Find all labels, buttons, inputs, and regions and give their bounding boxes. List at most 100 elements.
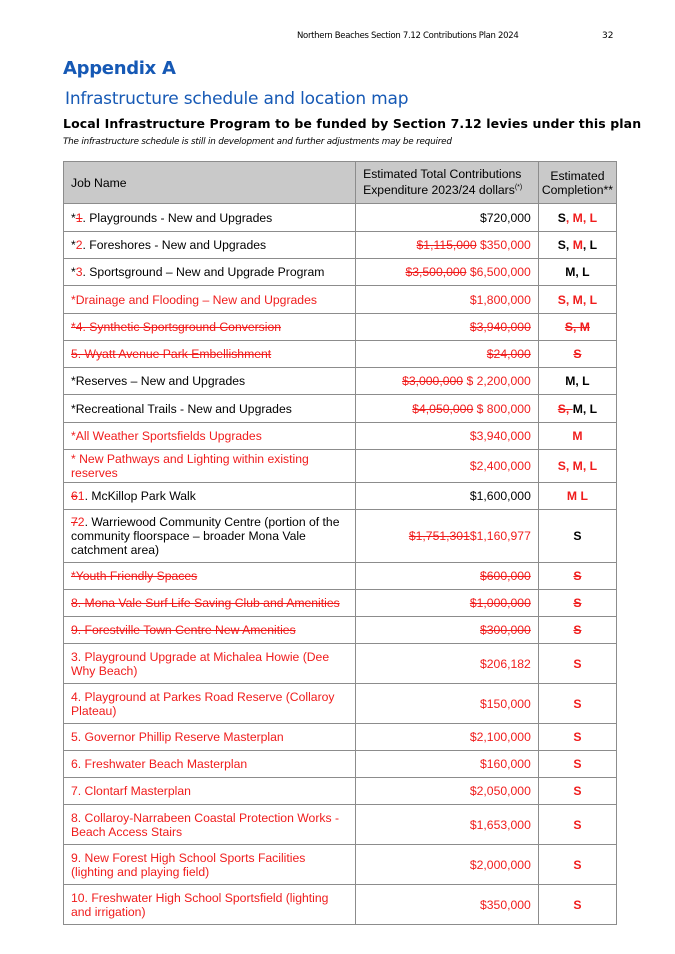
completion-cell: S <box>537 884 618 925</box>
table-row: 6. Freshwater Beach Masterplan $160,000 S <box>62 750 618 778</box>
table-row: *1. Playgrounds - New and Upgrades $720,0… <box>62 203 618 232</box>
inserted-text: 3. Playground Upgrade at Michalea Howie … <box>71 649 330 678</box>
text: * <box>71 238 76 252</box>
deleted-text: $4,050,000 <box>412 401 474 416</box>
inserted-text: S <box>573 817 582 832</box>
deleted-text: 5. Wyatt Avenue Park Embellishment <box>71 347 272 361</box>
table-row: 10. Freshwater High School Sportsfield (… <box>62 884 618 925</box>
deleted-text: $1,000,000 <box>469 596 531 610</box>
deleted-text: 6 <box>71 489 78 503</box>
inserted-text: $2,000,000 <box>469 857 531 872</box>
text: S, <box>557 238 573 252</box>
job-name-cell: 8. Mona Vale Surf Life Saving Club and A… <box>62 589 357 617</box>
section-title: Infrastructure schedule and location map <box>65 89 409 109</box>
deleted-text: $1,751,301 <box>408 529 470 543</box>
deleted-text: *Youth Friendly Spaces <box>71 569 198 583</box>
inserted-text: $ 2,200,000 <box>463 374 531 388</box>
text: . Foreshores - New and Upgrades <box>82 238 267 252</box>
table-row: *All Weather Sportsfields Upgrades $3,940… <box>62 422 618 450</box>
inserted-text: *Drainage and Flooding – New and Upgrade… <box>71 292 317 307</box>
table-row: 72. Warriewood Community Centre (portion… <box>62 509 618 563</box>
header-expenditure-label: Estimated Total Contributions Expenditur… <box>363 167 522 198</box>
page-number: 32 <box>602 31 614 41</box>
deleted-text: 9. Forestville Town Centre New Amenities <box>71 623 296 637</box>
completion-cell: M, L <box>537 258 618 286</box>
inserted-text: $1,800,000 <box>469 292 531 307</box>
job-name-cell: *Recreational Trails - New and Upgrades <box>62 394 357 423</box>
inserted-text: $3,940,000 <box>469 429 531 443</box>
expenditure-cell: $1,800,000 <box>355 285 539 314</box>
deleted-text: S <box>573 569 582 583</box>
deleted-text: S, <box>557 401 573 416</box>
inserted-text: 6. Freshwater Beach Masterplan <box>71 757 248 771</box>
text: * <box>71 265 76 279</box>
completion-cell: M L <box>537 482 618 510</box>
completion-cell: S, M <box>537 313 618 341</box>
table-row: 9. New Forest High School Sports Facilit… <box>62 844 618 885</box>
inserted-text: $150,000 <box>480 696 531 711</box>
expenditure-cell: $150,000 <box>355 683 539 724</box>
infrastructure-schedule-table: Job Name Estimated Total Contributions E… <box>62 161 618 925</box>
deleted-text: $24,000 <box>486 347 531 361</box>
job-name-cell: 10. Freshwater High School Sportsfield (… <box>62 884 357 925</box>
expenditure-cell: $1,115,000 $350,000 <box>355 231 539 259</box>
inserted-text: $350,000 <box>480 897 531 912</box>
text: S <box>573 529 582 543</box>
job-name-cell: *4. Synthetic Sportsground Conversion <box>62 313 357 341</box>
text: M, L <box>565 265 590 279</box>
completion-cell: S <box>537 750 618 778</box>
expenditure-cell: $4,050,000 $ 800,000 <box>355 394 539 423</box>
job-name-cell: 5. Governor Phillip Reserve Masterplan <box>62 723 357 751</box>
running-header: Northern Beaches Section 7.12 Contributi… <box>297 31 519 41</box>
table-subtitle: Local Infrastructure Program to be funde… <box>63 116 642 131</box>
table-row: 5. Governor Phillip Reserve Masterplan $2… <box>62 723 618 751</box>
inserted-text: M L <box>566 489 588 503</box>
completion-cell: S, M, L <box>537 285 618 314</box>
inserted-text: $350,000 <box>476 238 531 252</box>
inserted-text: S <box>573 857 582 872</box>
job-name-cell: *Reserves – New and Upgrades <box>62 367 357 395</box>
table-row: 61. McKillop Park Walk $1,600,000 M L <box>62 482 618 510</box>
expenditure-cell: $206,182 <box>355 643 539 684</box>
completion-cell: S <box>537 509 618 563</box>
expenditure-cell: $1,653,000 <box>355 804 539 845</box>
completion-cell: S <box>537 844 618 885</box>
completion-cell: S <box>537 589 618 617</box>
expenditure-cell: $350,000 <box>355 884 539 925</box>
text: . McKillop Park Walk <box>84 489 196 503</box>
inserted-text: S <box>573 784 582 798</box>
header-job-name: Job Name <box>62 161 357 204</box>
expenditure-cell: $3,000,000 $ 2,200,000 <box>355 367 539 395</box>
inserted-text: $206,182 <box>480 656 531 671</box>
job-name-cell: 9. New Forest High School Sports Facilit… <box>62 844 357 885</box>
table-row: *3. Sportsground – New and Upgrade Progr… <box>62 258 618 286</box>
deleted-text: 7 <box>71 515 78 529</box>
table-row: *Recreational Trails - New and Upgrades $… <box>62 394 618 423</box>
text: * <box>71 210 76 225</box>
header-expenditure-footnote: (*) <box>514 184 523 192</box>
expenditure-cell: $1,600,000 <box>355 482 539 510</box>
deleted-text: S <box>573 623 582 637</box>
text: $1,600,000 <box>469 489 531 503</box>
job-name-cell: 5. Wyatt Avenue Park Embellishment <box>62 340 357 368</box>
inserted-text: 5. Governor Phillip Reserve Masterplan <box>71 730 284 744</box>
inserted-text: $160,000 <box>480 757 531 771</box>
deleted-text: $3,500,000 <box>405 265 467 279</box>
expenditure-cell: $3,500,000 $6,500,000 <box>355 258 539 286</box>
header-expenditure: Estimated Total Contributions Expenditur… <box>355 161 539 204</box>
job-name-cell: *3. Sportsground – New and Upgrade Progr… <box>62 258 357 286</box>
text: *Recreational Trails - New and Upgrades <box>71 401 292 416</box>
header-completion: Estimated Completion** <box>537 161 618 204</box>
expenditure-cell: $3,940,000 <box>355 422 539 450</box>
table-row: 8. Mona Vale Surf Life Saving Club and A… <box>62 589 618 617</box>
schedule-note: The infrastructure schedule is still in … <box>63 137 452 147</box>
job-name-cell: *Youth Friendly Spaces <box>62 562 357 590</box>
completion-cell: S <box>537 616 618 644</box>
job-name-cell: *All Weather Sportsfields Upgrades <box>62 422 357 450</box>
deleted-text: S, M <box>564 320 590 334</box>
job-name-cell: 61. McKillop Park Walk <box>62 482 357 510</box>
completion-cell: S, M, L <box>537 449 618 483</box>
text: . Warriewood Community Centre (portion o… <box>71 515 340 557</box>
completion-cell: S <box>537 340 618 368</box>
job-name-cell: *Drainage and Flooding – New and Upgrade… <box>62 285 357 314</box>
